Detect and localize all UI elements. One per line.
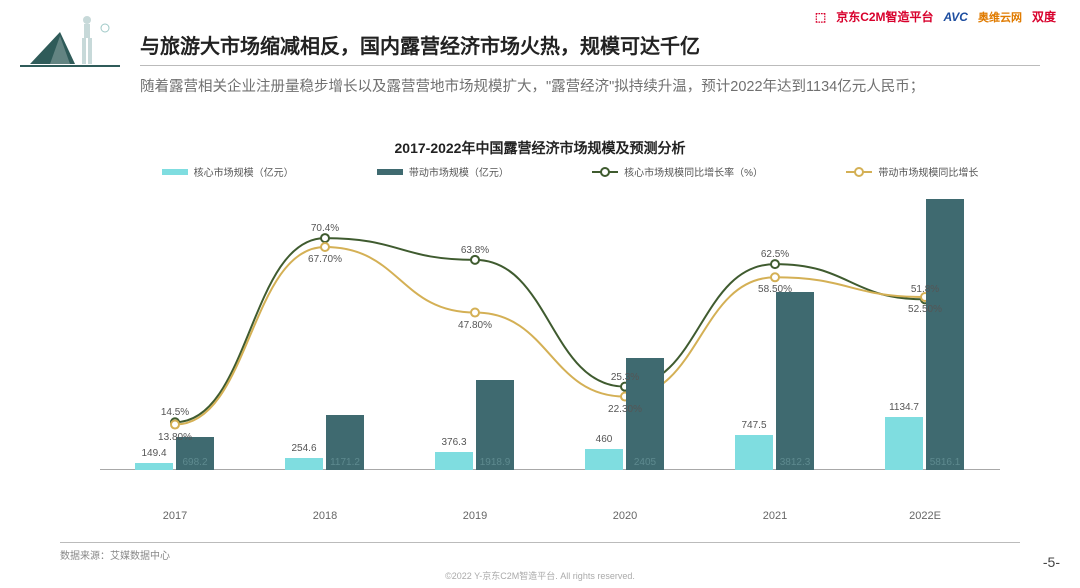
legend-bar2: 带动市场规模（亿元） bbox=[377, 164, 509, 179]
bar-driven-value: 1918.9 bbox=[476, 457, 514, 468]
page-title: 与旅游大市场缩减相反，国内露营经济市场火热，规模可达千亿 bbox=[140, 30, 1040, 66]
bar-core-value: 1134.7 bbox=[885, 402, 923, 413]
x-axis-label: 2022E bbox=[850, 510, 1000, 522]
x-axis-label: 2017 bbox=[100, 510, 250, 522]
logo-avc: AVC bbox=[944, 10, 968, 24]
legend-bar1: 核心市场规模（亿元） bbox=[162, 164, 294, 179]
x-axis-label: 2020 bbox=[550, 510, 700, 522]
bar-core-value: 747.5 bbox=[735, 420, 773, 431]
line-point-label: 62.5% bbox=[761, 249, 789, 260]
line-point-label: 14.5% bbox=[161, 407, 189, 418]
bar-driven-value: 698.2 bbox=[176, 457, 214, 468]
bar-group: 1134.75816.1 bbox=[885, 199, 965, 470]
corner-illustration bbox=[20, 14, 120, 74]
legend-swatch-line1 bbox=[592, 171, 618, 173]
line-point-label: 13.80% bbox=[158, 432, 192, 443]
slide: ⬚ 京东C2M智造平台 AVC 奥维云网 双度 与旅游大市场缩减相反，国内露营经… bbox=[0, 0, 1080, 588]
x-axis-label: 2018 bbox=[250, 510, 400, 522]
logo-jd-icon: ⬚ bbox=[815, 10, 826, 24]
chart-line-marker bbox=[471, 309, 479, 317]
x-axis-labels: 201720182019202020212022E bbox=[100, 510, 1000, 522]
line-point-label: 22.30% bbox=[608, 404, 642, 415]
legend-swatch-line2 bbox=[846, 171, 872, 173]
chart-line-marker bbox=[471, 256, 479, 264]
chart-plot: 149.4698.2254.61171.2376.31918.946024057… bbox=[100, 190, 1000, 470]
legend-line1: 核心市场规模同比增长率（%） bbox=[592, 164, 763, 179]
bar-driven: 5816.1 bbox=[926, 199, 964, 470]
page-number: -5- bbox=[1043, 554, 1060, 570]
logo-avc-cn: 奥维云网 bbox=[978, 9, 1022, 25]
bar-core-value: 254.6 bbox=[285, 443, 323, 454]
line-point-label: 51.8% bbox=[911, 284, 939, 295]
line-point-label: 63.8% bbox=[461, 245, 489, 256]
legend-label-line1: 核心市场规模同比增长率（%） bbox=[624, 164, 763, 179]
chart-line-marker bbox=[171, 421, 179, 429]
bar-core: 376.3 bbox=[435, 452, 473, 470]
logo-jd: 京东C2M智造平台 bbox=[836, 8, 933, 25]
bar-core-value: 376.3 bbox=[435, 437, 473, 448]
line-point-label: 67.70% bbox=[308, 254, 342, 265]
legend-label-line2: 带动市场规模同比增长 bbox=[878, 164, 978, 179]
subtitle: 随着露营相关企业注册量稳步增长以及露营营地市场规模扩大，"露营经济"拟持续升温，… bbox=[140, 76, 1020, 99]
bar-core: 460 bbox=[585, 449, 623, 470]
bar-core: 747.5 bbox=[735, 435, 773, 470]
line-point-label: 58.50% bbox=[758, 284, 792, 295]
legend-label-bar1: 核心市场规模（亿元） bbox=[194, 164, 294, 179]
line-point-label: 70.4% bbox=[311, 223, 339, 234]
logo-shuangdu: 双度 bbox=[1032, 8, 1056, 25]
bar-core-value: 460 bbox=[585, 434, 623, 445]
bar-driven-value: 3812.3 bbox=[776, 457, 814, 468]
bar-group: 254.61171.2 bbox=[285, 415, 365, 470]
bar-driven-value: 1171.2 bbox=[326, 457, 364, 468]
legend-line2: 带动市场规模同比增长 bbox=[846, 164, 978, 179]
legend-label-bar2: 带动市场规模（亿元） bbox=[409, 164, 509, 179]
bar-driven: 3812.3 bbox=[776, 292, 814, 470]
chart-area: 149.4698.2254.61171.2376.31918.946024057… bbox=[100, 190, 1000, 500]
bar-driven: 1918.9 bbox=[476, 380, 514, 470]
chart-title: 2017-2022年中国露营经济市场规模及预测分析 bbox=[0, 138, 1080, 158]
chart-lines bbox=[100, 190, 1000, 470]
logo-bar: ⬚ 京东C2M智造平台 AVC 奥维云网 双度 bbox=[815, 8, 1056, 25]
bar-driven-value: 2405 bbox=[626, 457, 664, 468]
bar-group: 376.31918.9 bbox=[435, 380, 515, 470]
chart-legend: 核心市场规模（亿元） 带动市场规模（亿元） 核心市场规模同比增长率（%） 带动市… bbox=[120, 164, 1020, 179]
line-point-label: 47.80% bbox=[458, 320, 492, 331]
bar-driven: 1171.2 bbox=[326, 415, 364, 470]
x-axis-label: 2019 bbox=[400, 510, 550, 522]
bar-core: 254.6 bbox=[285, 458, 323, 470]
bar-core: 1134.7 bbox=[885, 417, 923, 470]
x-axis-label: 2021 bbox=[700, 510, 850, 522]
legend-swatch-bar2 bbox=[377, 169, 403, 175]
line-point-label: 25.3% bbox=[611, 372, 639, 383]
chart-line-marker bbox=[321, 234, 329, 242]
bar-core-value: 149.4 bbox=[135, 448, 173, 459]
data-source: 数据来源：艾媒数据中心 bbox=[60, 542, 1020, 562]
bar-group: 747.53812.3 bbox=[735, 292, 815, 470]
title-wrap: 与旅游大市场缩减相反，国内露营经济市场火热，规模可达千亿 bbox=[140, 30, 1040, 66]
line-point-label: 52.50% bbox=[908, 304, 942, 315]
chart-line-marker bbox=[771, 273, 779, 281]
copyright-footer: ©2022 Y-京东C2M智造平台. All rights reserved. bbox=[0, 569, 1080, 582]
legend-swatch-bar1 bbox=[162, 169, 188, 175]
chart-line-marker bbox=[771, 260, 779, 268]
bar-driven-value: 5816.1 bbox=[926, 457, 964, 468]
bar-core: 149.4 bbox=[135, 463, 173, 470]
chart-line-marker bbox=[321, 243, 329, 251]
